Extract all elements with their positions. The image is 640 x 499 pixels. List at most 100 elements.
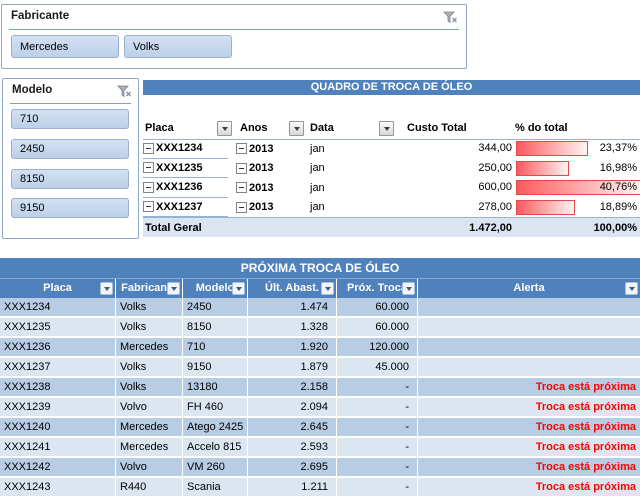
cell-placa: XXX1239 (0, 398, 116, 417)
cell-modelo: 2450 (183, 298, 248, 317)
cell-ult-abast: 2.593 (248, 438, 337, 457)
cell-modelo: 8150 (183, 318, 248, 337)
table-row: XXX1242 Volvo VM 260 2.695 - Troca está … (0, 458, 640, 478)
chevron-down-icon (293, 126, 300, 131)
filter-dropdown-button[interactable] (217, 121, 232, 136)
cell-pct: 18,89% (599, 200, 637, 213)
cell-placa: XXX1237 (156, 200, 203, 213)
cell-ano: 2013 (249, 142, 274, 155)
chevron-down-icon (170, 286, 177, 291)
header-alerta: Alerta (418, 279, 640, 298)
slicer-item-mercedes[interactable]: Mercedes (11, 35, 119, 58)
cell-ult-abast: 2.695 (248, 458, 337, 477)
filter-dropdown-button[interactable] (379, 121, 394, 136)
pivot-col-custo: Custo Total (407, 122, 467, 134)
pivot-col-placa: Placa (145, 122, 174, 134)
collapse-minus-icon[interactable] (143, 181, 154, 193)
pivot-row: XXX1234 2013 jan 344,00 23,37% (143, 139, 640, 159)
cell-ano: 2013 (249, 201, 274, 214)
cell-mes: jan (310, 201, 325, 214)
cell-fabricante: Volks (116, 318, 183, 337)
chevron-down-icon (324, 286, 331, 291)
collapse-minus-icon[interactable] (236, 201, 247, 213)
slicer-divider (9, 29, 459, 30)
cell-mes: jan (310, 162, 325, 175)
collapse-minus-icon[interactable] (236, 182, 247, 194)
clear-filter-icon[interactable] (117, 85, 132, 99)
cell-modelo: 13180 (183, 378, 248, 397)
cell-fabricante: Mercedes (116, 418, 183, 437)
clear-filter-icon[interactable] (443, 11, 458, 25)
pivot-col-anos: Anos (240, 122, 268, 134)
cell-placa: XXX1238 (0, 378, 116, 397)
slicer-divider (10, 103, 131, 104)
slicer-item-2450[interactable]: 2450 (11, 139, 129, 159)
cell-prox-troca: - (337, 478, 418, 497)
cell-prox-troca: 45.000 (337, 358, 418, 377)
cell-custo: 250,00 (478, 161, 512, 174)
table-row: XXX1243 R440 Scania 1.211 - Troca está p… (0, 478, 640, 498)
pivot-row: XXX1235 2013 jan 250,00 16,98% (143, 159, 640, 178)
databar-cell: 23,37% (516, 139, 639, 159)
cell-prox-troca: - (337, 398, 418, 417)
header-prox-troca: Próx. Troca (337, 279, 418, 298)
databar-cell: 18,89% (516, 198, 639, 218)
cell-placa: XXX1243 (0, 478, 116, 497)
filter-dropdown-button[interactable] (402, 282, 415, 295)
chevron-down-icon (221, 126, 228, 131)
total-custo: 1.472,00 (469, 222, 512, 234)
databar (516, 160, 570, 176)
cell-alerta: Troca está próxima (418, 438, 640, 457)
cell-ult-abast: 1.328 (248, 318, 337, 337)
cell-ult-abast: 1.474 (248, 298, 337, 317)
filter-dropdown-button[interactable] (232, 282, 245, 295)
collapse-minus-icon[interactable] (236, 143, 247, 155)
table-row: XXX1241 Mercedes Accelo 815 2.593 - Troc… (0, 438, 640, 458)
cell-prox-troca: - (337, 378, 418, 397)
collapse-minus-icon[interactable] (236, 162, 247, 174)
cell-modelo: 710 (183, 338, 248, 357)
cell-modelo: VM 260 (183, 458, 248, 477)
slicer-item-8150[interactable]: 8150 (11, 169, 129, 189)
cell-pct: 16,98% (599, 161, 637, 174)
filter-dropdown-button[interactable] (625, 282, 638, 295)
collapse-minus-icon[interactable] (143, 142, 154, 154)
databar (516, 141, 589, 156)
table-row: XXX1240 Mercedes Atego 2425 2.645 - Troc… (0, 418, 640, 438)
cell-alerta: Troca está próxima (418, 398, 640, 417)
slicer-item-710[interactable]: 710 (11, 109, 129, 129)
total-pct: 100,00% (593, 222, 637, 234)
cell-placa: XXX1241 (0, 438, 116, 457)
chevron-down-icon (383, 126, 390, 131)
pivot-total-row: Total Geral 1.472,00 100,00% (143, 217, 640, 237)
slicer-modelo: Modelo 710 2450 8150 9150 (2, 78, 139, 239)
slicer-item-9150[interactable]: 9150 (11, 198, 129, 218)
collapse-minus-icon[interactable] (143, 162, 154, 174)
pivot-title: QUADRO DE TROCA DE ÓLEO (143, 80, 640, 95)
cell-mes: jan (310, 142, 325, 155)
cell-alerta (418, 338, 640, 357)
cell-placa: XXX1242 (0, 458, 116, 477)
cell-alerta: Troca está próxima (418, 458, 640, 477)
cell-alerta: Troca está próxima (418, 478, 640, 497)
header-placa: Placa (0, 279, 116, 298)
slicer-fabricante-title: Fabricante (11, 10, 70, 22)
filter-dropdown-button[interactable] (100, 282, 113, 295)
table-row: XXX1237 Volks 9150 1.879 45.000 (0, 358, 640, 378)
cell-fabricante: Mercedes (116, 338, 183, 357)
cell-alerta (418, 358, 640, 377)
cell-fabricante: Volks (116, 358, 183, 377)
cell-pct: 23,37% (599, 142, 637, 154)
filter-dropdown-button[interactable] (321, 282, 334, 295)
header-fabricante: Fabricante (116, 279, 183, 298)
table-row: XXX1235 Volks 8150 1.328 60.000 (0, 318, 640, 338)
filter-dropdown-button[interactable] (167, 282, 180, 295)
cell-mes: jan (310, 181, 325, 194)
collapse-minus-icon[interactable] (143, 201, 154, 213)
cell-fabricante: Volks (116, 298, 183, 317)
slicer-item-volks[interactable]: Volks (124, 35, 232, 58)
pivot-row: XXX1237 2013 jan 278,00 18,89% (143, 198, 640, 218)
cell-ult-abast: 1.879 (248, 358, 337, 377)
filter-dropdown-button[interactable] (289, 121, 304, 136)
